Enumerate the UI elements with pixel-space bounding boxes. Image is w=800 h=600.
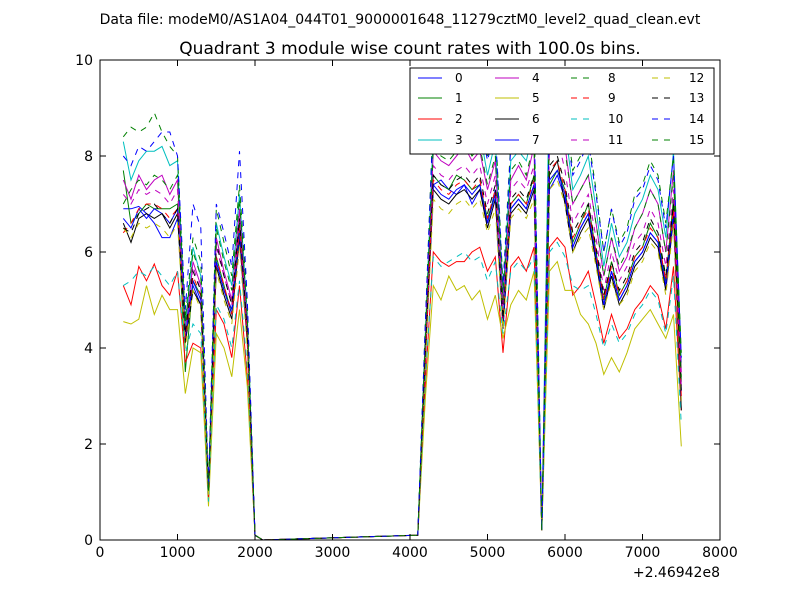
legend-label-3: 3: [455, 133, 463, 147]
x-tick-label-5: 5000: [470, 545, 506, 561]
legend-label-12: 12: [689, 71, 704, 85]
y-tick-label-5: 10: [75, 53, 93, 69]
y-tick-label-0: 0: [84, 533, 93, 549]
legend-label-2: 2: [455, 112, 463, 126]
y-tick-label-4: 8: [84, 149, 93, 165]
suptitle: Data file: modeM0/AS1A04_044T01_90000016…: [100, 12, 701, 28]
series-line-11: [122, 135, 682, 540]
legend-label-1: 1: [455, 91, 463, 105]
y-tick-label-3: 6: [84, 245, 93, 261]
x-tick-label-8: 8000: [702, 545, 738, 561]
legend-label-11: 11: [608, 133, 623, 147]
legend-label-14: 14: [689, 112, 704, 126]
series-layer: [122, 68, 682, 540]
series-line-2: [122, 236, 682, 540]
series-line-8: [122, 97, 682, 540]
legend-label-13: 13: [689, 91, 704, 105]
series-line-10: [123, 241, 682, 540]
legend-label-8: 8: [608, 71, 616, 85]
y-tick-label-1: 2: [84, 437, 93, 453]
legend-label-15: 15: [689, 133, 704, 147]
legend-label-9: 9: [608, 91, 616, 105]
legend-label-10: 10: [608, 112, 623, 126]
series-line-13: [123, 154, 682, 540]
chart-title: Quadrant 3 module wise count rates with …: [179, 39, 640, 59]
legend-label-5: 5: [532, 91, 540, 105]
x-tick-label-4: 4000: [392, 545, 428, 561]
series-line-9: [122, 159, 682, 540]
legend-label-7: 7: [532, 133, 540, 147]
legend-frame: [409, 67, 715, 155]
x-tick-label-7: 7000: [625, 545, 661, 561]
x-tick-label-3: 3000: [315, 545, 351, 561]
series-line-6: [122, 159, 682, 540]
x-tick-label-2: 2000: [237, 545, 273, 561]
series-line-5: [123, 260, 682, 540]
x-offset-label: +2.46942e8: [633, 565, 720, 581]
x-tick-label-6: 6000: [547, 545, 583, 561]
series-line-14: [122, 107, 682, 540]
legend-label-6: 6: [532, 112, 540, 126]
series-line-12: [122, 178, 682, 540]
x-tick-label-0: 0: [96, 545, 105, 561]
legend-label-4: 4: [532, 71, 540, 85]
legend-label-0: 0: [455, 71, 463, 85]
y-tick-label-2: 4: [84, 341, 93, 357]
x-tick-label-1: 1000: [160, 545, 196, 561]
